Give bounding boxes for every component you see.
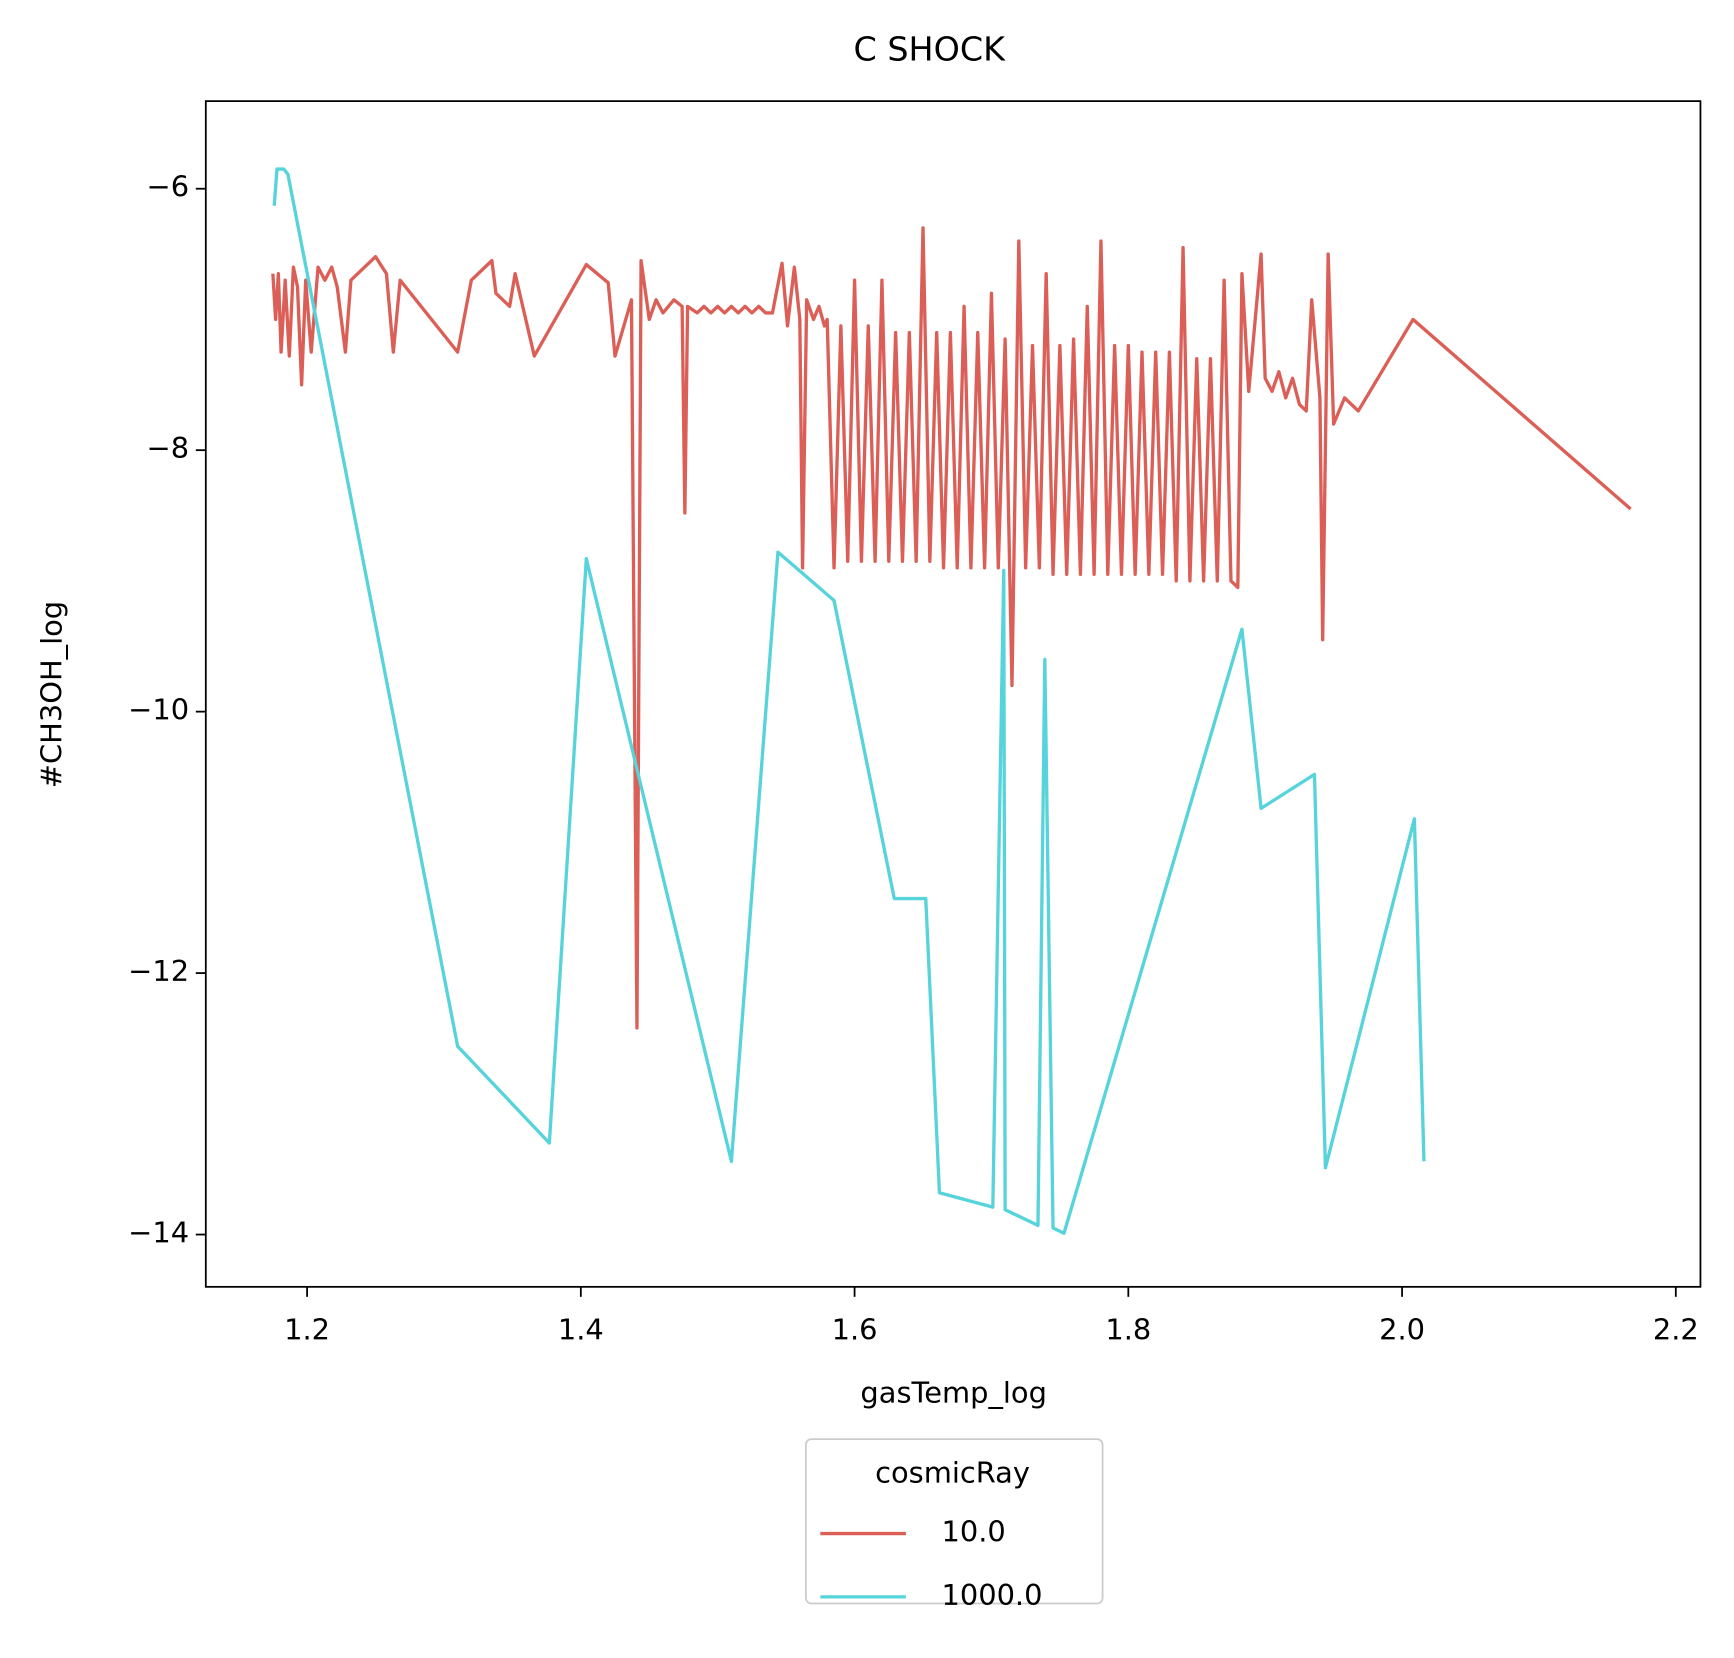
legend: 10.0 1000.0 [820,1515,1043,1612]
y-tick-label: −10 [128,693,189,727]
x-axis-label: gasTemp_log [860,1376,1046,1410]
legend-label: 10.0 [941,1515,1005,1549]
legend-title: cosmicRay [875,1456,1030,1490]
series-line [272,167,1426,1235]
y-tick-label: −8 [147,431,190,465]
x-tick-label: 1.2 [284,1312,330,1346]
chart-title: C SHOCK [854,30,1007,69]
x-tick-label: 1.6 [832,1312,878,1346]
x-tick-label: 1.4 [558,1312,604,1346]
plot-area [271,167,1632,1235]
legend-box [804,1438,1104,1605]
y-tick-label: −12 [128,954,189,988]
y-tick-label: −14 [128,1216,189,1250]
x-tick-label: 1.8 [1105,1312,1151,1346]
y-tick-label: −6 [147,170,190,204]
series-line [271,226,1632,1030]
y-axis-label: #CH3OH_log [35,601,69,788]
x-tick-label: 2.0 [1379,1312,1425,1346]
axes-frame [204,100,1702,1288]
x-tick-label: 2.2 [1653,1312,1699,1346]
legend-label: 1000.0 [941,1578,1042,1612]
